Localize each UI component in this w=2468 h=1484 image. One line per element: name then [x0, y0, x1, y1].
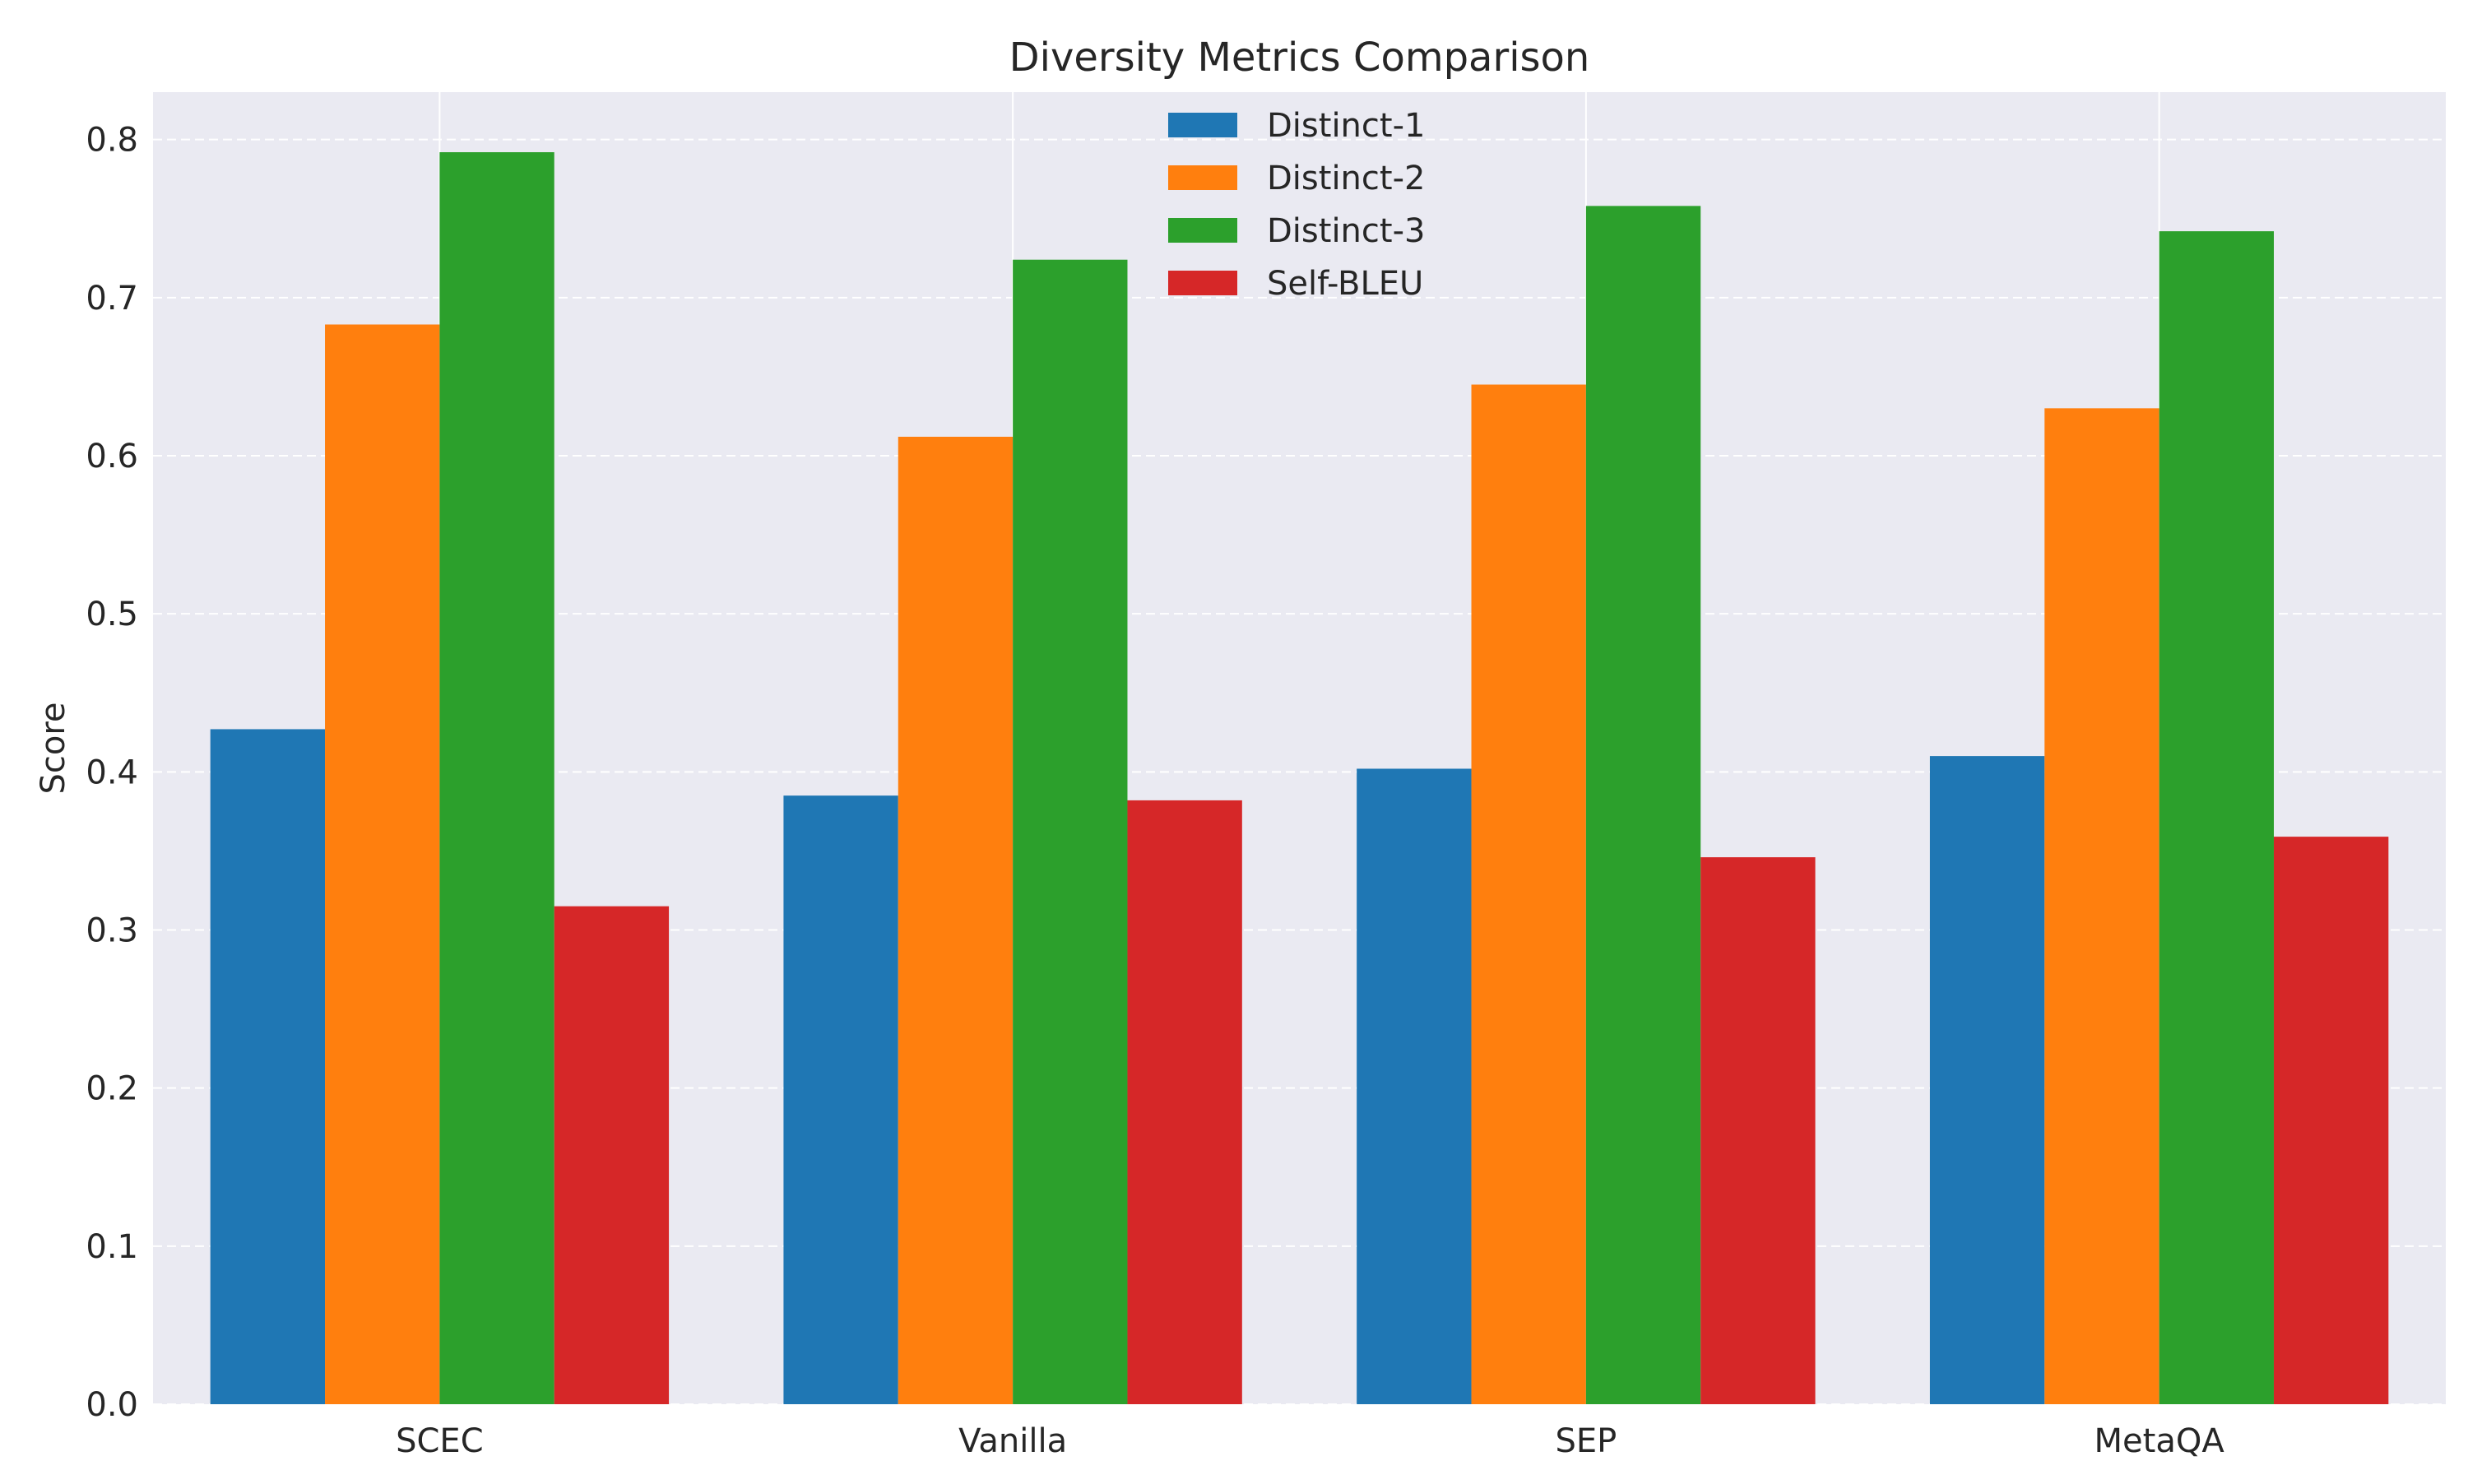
x-tick-label: Vanilla — [958, 1422, 1067, 1460]
bar-self-bleu-sep — [1700, 857, 1816, 1404]
y-tick-label: 0.7 — [86, 280, 138, 318]
bar-distinct-2-vanilla — [898, 436, 1014, 1404]
bar-distinct-3-metaqa — [2159, 231, 2274, 1405]
legend-label: Self-BLEU — [1267, 265, 1423, 303]
chart-title: Diversity Metrics Comparison — [1009, 35, 1590, 81]
bar-distinct-2-metaqa — [2044, 408, 2160, 1404]
legend-swatch-distinct-3 — [1168, 218, 1237, 243]
legend-label: Distinct-3 — [1267, 212, 1425, 250]
legend-swatch-distinct-2 — [1168, 165, 1237, 190]
legend-label: Distinct-2 — [1267, 160, 1425, 197]
bar-distinct-2-scec — [325, 324, 440, 1405]
y-tick-label: 0.2 — [86, 1070, 138, 1108]
bar-distinct-2-sep — [1471, 384, 1586, 1404]
y-tick-label: 0.1 — [86, 1228, 138, 1266]
bar-distinct-1-scec — [210, 729, 326, 1404]
x-tick-label: SEP — [1555, 1422, 1617, 1460]
legend-label: Distinct-1 — [1267, 107, 1425, 145]
bar-self-bleu-scec — [554, 906, 670, 1404]
bar-distinct-1-metaqa — [1929, 756, 2045, 1404]
bars-layer — [210, 152, 2389, 1405]
bar-distinct-1-sep — [1357, 768, 1472, 1404]
y-tick-label: 0.5 — [86, 596, 138, 633]
y-tick-label: 0.8 — [86, 122, 138, 160]
bar-self-bleu-metaqa — [2273, 837, 2389, 1404]
x-tick-label: MetaQA — [2095, 1422, 2225, 1460]
legend-swatch-self-bleu — [1168, 271, 1237, 295]
bar-distinct-3-scec — [439, 152, 554, 1405]
bar-distinct-1-vanilla — [783, 795, 898, 1404]
bar-distinct-3-vanilla — [1013, 259, 1128, 1405]
y-tick-label: 0.3 — [86, 911, 138, 949]
legend: Distinct-1 Distinct-2 Distinct-3 Self-BLEU — [1168, 107, 1425, 303]
axes-layer: 0.0 0.1 0.2 0.3 0.4 0.5 0.6 0.7 0.8 SCEC Vanilla SE… — [86, 122, 2224, 1460]
y-tick-label: 0.4 — [86, 754, 138, 791]
bar-self-bleu-vanilla — [1127, 800, 1242, 1404]
y-axis-label: Score — [35, 702, 72, 794]
bar-distinct-3-sep — [1585, 206, 1701, 1404]
legend-swatch-distinct-1 — [1168, 113, 1237, 137]
x-tick-label: SCEC — [396, 1422, 484, 1460]
y-tick-label: 0.6 — [86, 438, 138, 475]
y-tick-label: 0.0 — [86, 1386, 138, 1424]
